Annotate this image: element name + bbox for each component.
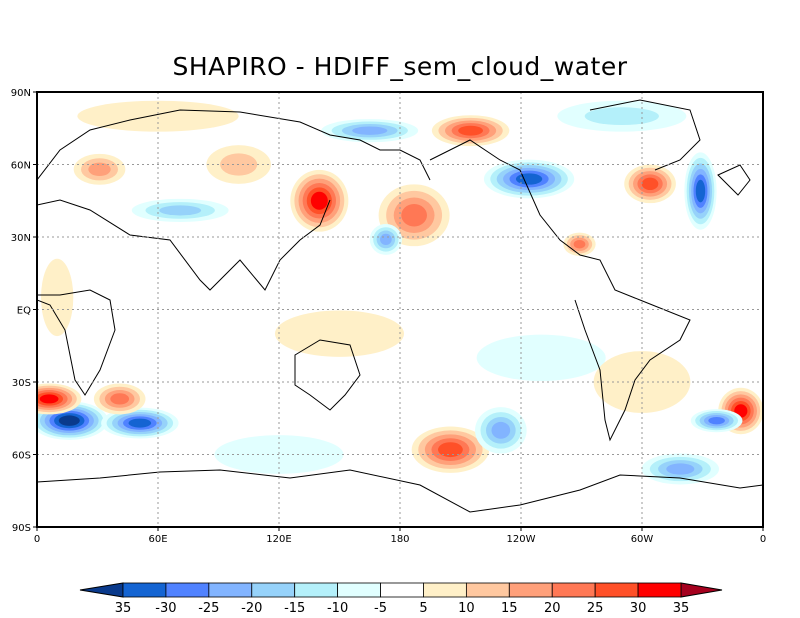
y-tick-label: 60N bbox=[11, 161, 31, 172]
colorbar: 35 -30 -25 -20 -15 -10 -5 5 10 15 20 25 30 35 bbox=[79, 582, 723, 616]
contour-level bbox=[401, 204, 427, 227]
colorbar-low-arrow bbox=[79, 582, 124, 598]
x-tick-label: 0 bbox=[760, 534, 766, 545]
contour-fill bbox=[37, 100, 763, 485]
field-anomaly bbox=[641, 453, 720, 485]
colorbar-box bbox=[380, 582, 424, 598]
x-tick-label: 0 bbox=[34, 534, 40, 545]
contour-level bbox=[584, 107, 659, 126]
contour-level bbox=[458, 125, 483, 136]
colorbar-label: -25 bbox=[198, 601, 219, 616]
colorbar-box bbox=[594, 582, 639, 598]
contour-level bbox=[39, 394, 59, 404]
x-tick-label: 60W bbox=[631, 534, 654, 545]
colorbar-label: 20 bbox=[544, 601, 561, 616]
field-anomaly bbox=[101, 407, 179, 439]
field-anomaly bbox=[557, 100, 687, 132]
field-anomaly bbox=[690, 409, 743, 433]
contour-level bbox=[41, 258, 74, 337]
field-anomaly bbox=[321, 119, 419, 143]
colorbar-box bbox=[251, 582, 296, 598]
contour-level bbox=[491, 421, 511, 439]
field-anomaly bbox=[37, 383, 82, 415]
contour-level bbox=[159, 205, 202, 216]
y-tick-label: 90N bbox=[11, 88, 31, 99]
colorbar-box bbox=[122, 582, 167, 598]
x-axis: 0 60E 120E 180 120W 60W 0 bbox=[34, 527, 766, 545]
colorbar-box bbox=[551, 582, 596, 598]
field-anomaly bbox=[93, 383, 146, 415]
colorbar-box bbox=[423, 582, 467, 598]
field-anomaly bbox=[476, 334, 606, 382]
field-anomaly bbox=[77, 100, 239, 132]
colorbar-high-arrow bbox=[680, 582, 723, 598]
field-anomaly bbox=[411, 426, 490, 473]
colorbar-box bbox=[465, 582, 510, 598]
coastlines bbox=[37, 99, 763, 513]
field-anomaly bbox=[73, 153, 126, 185]
contour-level bbox=[573, 240, 586, 249]
colorbar-box bbox=[508, 582, 553, 598]
contour-level bbox=[666, 463, 695, 475]
colorbar-label: -5 bbox=[374, 601, 387, 616]
y-tick-label: EQ bbox=[17, 306, 31, 317]
colorbar-label: -10 bbox=[327, 601, 348, 616]
field-anomaly bbox=[563, 232, 596, 256]
contour-level bbox=[110, 393, 130, 405]
field-anomaly bbox=[431, 115, 510, 147]
colorbar-box bbox=[337, 582, 381, 598]
x-tick-label: 120W bbox=[507, 534, 536, 545]
colorbar-label: 25 bbox=[587, 601, 604, 616]
contour-level bbox=[708, 416, 725, 425]
field-anomaly bbox=[624, 164, 676, 204]
colorbar-box bbox=[208, 582, 253, 598]
x-tick-label: 60E bbox=[148, 534, 167, 545]
y-tick-label: 30N bbox=[11, 233, 31, 244]
field-anomaly bbox=[369, 223, 403, 255]
y-axis: 90N 60N 30N EQ 30S 60S 90S bbox=[11, 88, 37, 534]
chart-title: SHAPIRO - HDIFF_sem_cloud_water bbox=[172, 52, 628, 81]
colorbar-label: 10 bbox=[458, 601, 475, 616]
y-tick-label: 90S bbox=[12, 523, 31, 534]
colorbar-box bbox=[637, 582, 682, 598]
colorbar-box bbox=[165, 582, 210, 598]
field-anomaly bbox=[684, 152, 717, 230]
contour-level bbox=[515, 173, 543, 185]
contour-level bbox=[274, 310, 405, 357]
contour-level bbox=[438, 442, 463, 458]
colorbar-label: 5 bbox=[419, 601, 427, 616]
contour-level bbox=[641, 177, 659, 191]
colorbar-label: -20 bbox=[241, 601, 262, 616]
colorbar-label: 30 bbox=[630, 601, 647, 616]
contour-level bbox=[695, 179, 706, 203]
contour-level bbox=[352, 126, 388, 135]
contour-level bbox=[380, 233, 392, 246]
colorbar-box bbox=[294, 582, 339, 598]
y-tick-label: 30S bbox=[12, 378, 31, 389]
field-anomaly bbox=[475, 407, 527, 454]
contour-level bbox=[128, 418, 152, 428]
field-anomaly bbox=[274, 310, 405, 357]
field-anomaly bbox=[290, 169, 349, 232]
colorbar-label: 15 bbox=[501, 601, 518, 616]
grid-lines bbox=[37, 92, 763, 527]
colorbar-label: 35 bbox=[673, 601, 690, 616]
contour-level bbox=[476, 334, 606, 382]
x-tick-label: 120E bbox=[266, 534, 291, 545]
x-tick-label: 180 bbox=[390, 534, 409, 545]
contour-level bbox=[77, 100, 239, 132]
colorbar-label: 35 bbox=[115, 601, 132, 616]
colorbar-label: -15 bbox=[284, 601, 305, 616]
field-anomaly bbox=[131, 198, 229, 223]
contour-level bbox=[310, 191, 328, 210]
field-anomaly bbox=[483, 159, 575, 199]
colorbar-label: -30 bbox=[155, 601, 176, 616]
contour-level bbox=[88, 162, 111, 177]
y-tick-label: 60S bbox=[12, 451, 31, 462]
contour-level bbox=[58, 415, 80, 426]
field-anomaly bbox=[41, 258, 74, 337]
